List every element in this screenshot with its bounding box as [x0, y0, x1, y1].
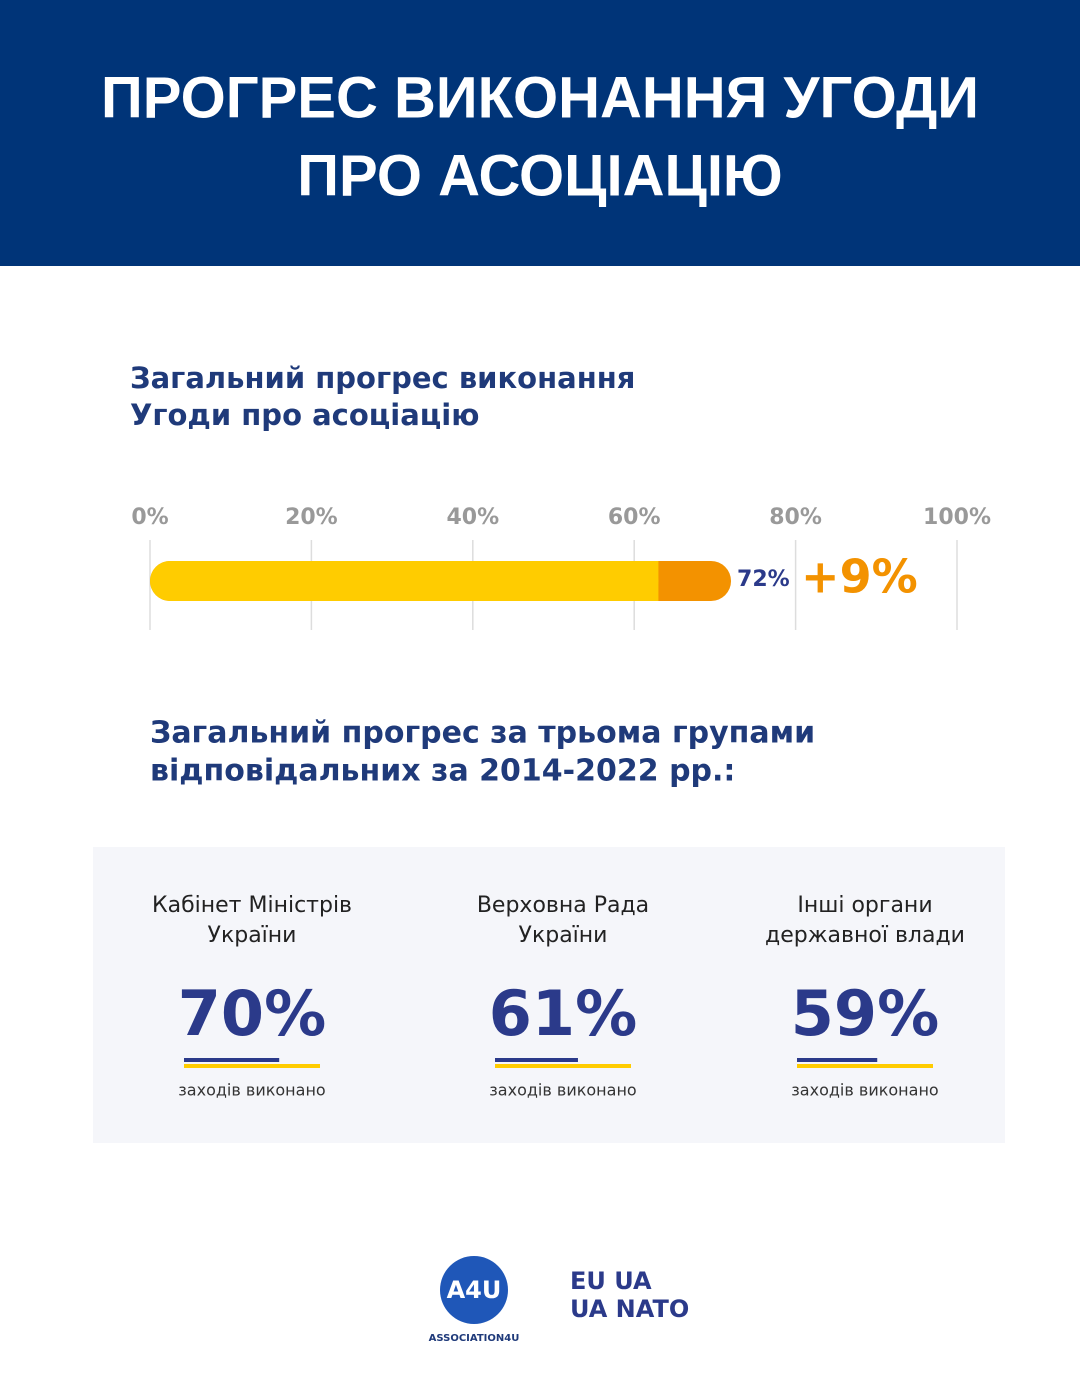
groups-panel: [93, 847, 1005, 1143]
logo-text: UA NATO: [570, 1295, 689, 1323]
group-value: 61%: [489, 977, 637, 1050]
x-tick-label: 0%: [131, 505, 168, 530]
group-caption: заходів виконано: [178, 1081, 325, 1100]
header-title: ПРО АСОЦІАЦІЮ: [297, 143, 783, 208]
bar-base-edge: [638, 561, 659, 601]
section-title: Загальний прогрес виконання: [130, 361, 635, 395]
underline-track: [184, 1064, 320, 1068]
group-name: України: [208, 923, 297, 948]
section-title: Загальний прогрес за трьома групами: [150, 716, 815, 751]
group-value: 59%: [791, 977, 939, 1050]
underline-value: [495, 1058, 578, 1062]
group-name: Інші органи: [797, 893, 932, 918]
group-caption: заходів виконано: [791, 1081, 938, 1100]
group-caption: заходів виконано: [489, 1081, 636, 1100]
underline-track: [495, 1064, 631, 1068]
logo-caption: ASSOCIATION4U: [429, 1333, 520, 1344]
header-band: [0, 0, 1080, 266]
groups: Кабінет Міністрів України 70% заходів викон…: [152, 893, 965, 1100]
x-tick-label: 40%: [446, 505, 499, 530]
underline-value: [184, 1058, 280, 1062]
bar-base: [150, 561, 659, 601]
underline-value: [797, 1058, 878, 1062]
x-tick-label: 80%: [769, 505, 822, 530]
group-value: 70%: [178, 977, 326, 1050]
progress-chart: 0% 20% 40% 60% 80% 100% 72% +9%: [131, 505, 991, 630]
group-name: державної влади: [765, 923, 965, 948]
x-tick-label: 100%: [923, 505, 991, 530]
x-tick-label: 20%: [285, 505, 338, 530]
value-label: 72%: [737, 567, 790, 592]
underline-track: [797, 1064, 933, 1068]
logo-a4u: [440, 1256, 508, 1324]
header-title: ПРОГРЕС ВИКОНАННЯ УГОДИ: [101, 65, 979, 130]
section-title: відповідальних за 2014-2022 рр.:: [150, 754, 735, 789]
increase-label: +9%: [801, 550, 918, 604]
logo-text: EU UA: [570, 1267, 652, 1295]
logo-text: A4U: [447, 1276, 502, 1304]
group-name: Верховна Рада: [477, 893, 649, 918]
section-title: Угоди про асоціацію: [130, 398, 479, 432]
group-name: Кабінет Міністрів: [152, 893, 352, 918]
group-name: України: [519, 923, 608, 948]
x-tick-label: 60%: [608, 505, 661, 530]
